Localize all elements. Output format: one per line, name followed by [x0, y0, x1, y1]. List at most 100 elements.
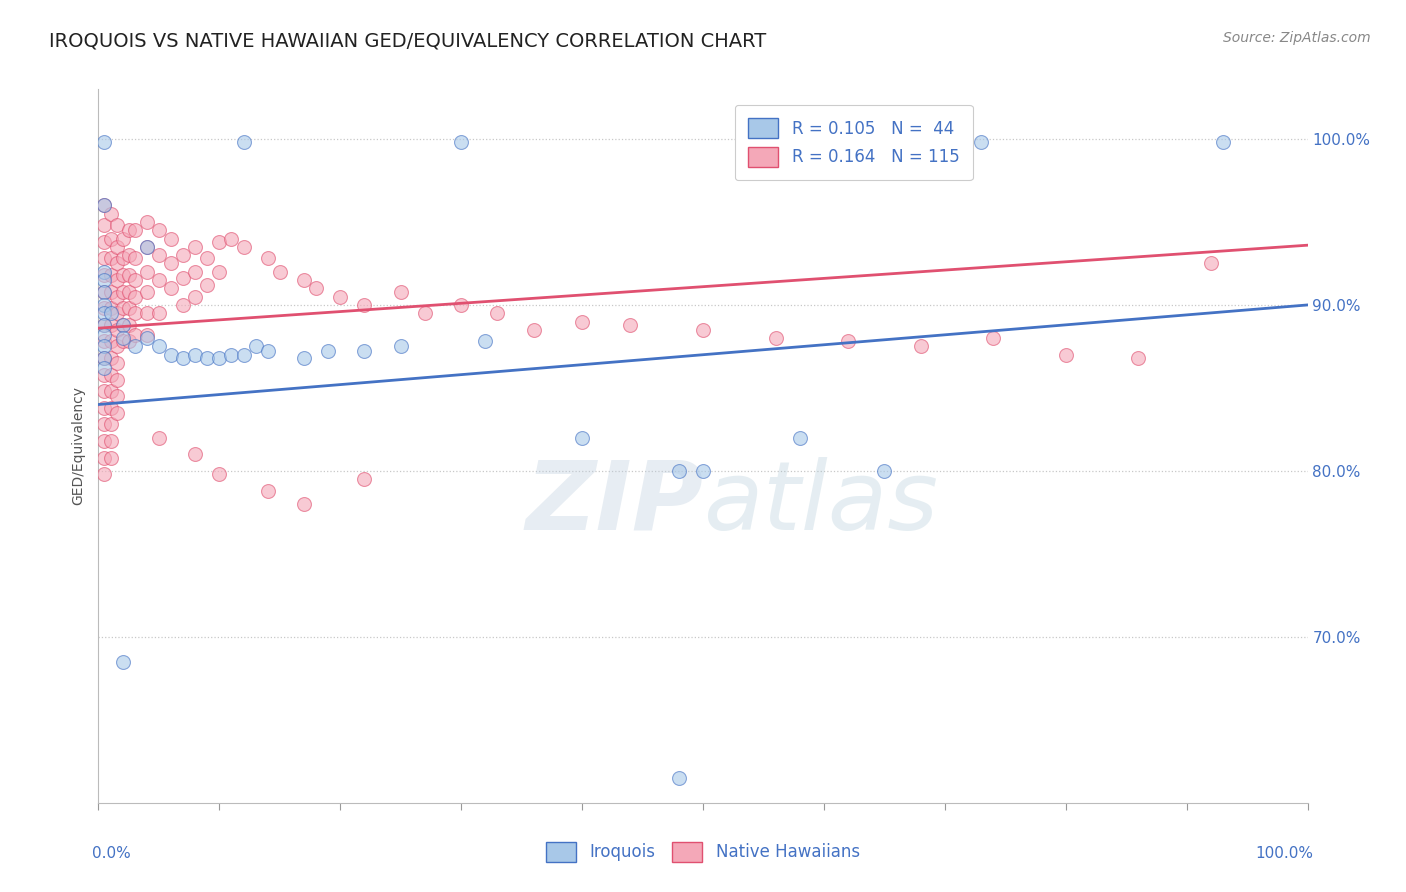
Point — [105, 339, 128, 353]
Point — [160, 231, 183, 245]
Point — [100, 268, 122, 282]
Point — [269, 265, 291, 279]
Point — [93, 318, 115, 332]
Point — [93, 273, 115, 287]
Point — [135, 215, 157, 229]
Point — [118, 318, 141, 332]
Point — [93, 219, 115, 233]
Point — [100, 231, 122, 245]
Point — [118, 268, 141, 282]
Point — [105, 406, 128, 420]
Point — [135, 331, 157, 345]
Point — [789, 431, 811, 445]
Point — [184, 265, 207, 279]
Point — [208, 265, 231, 279]
Point — [124, 339, 146, 353]
Point — [93, 434, 115, 448]
Point — [245, 339, 267, 353]
Point — [474, 334, 496, 349]
Point — [93, 298, 115, 312]
Point — [93, 327, 115, 342]
Point — [111, 655, 134, 669]
Point — [316, 344, 339, 359]
Point — [105, 256, 128, 270]
Point — [100, 401, 122, 415]
Point — [100, 384, 122, 399]
Point — [172, 248, 194, 262]
Point — [111, 252, 134, 266]
Point — [118, 248, 141, 262]
Point — [124, 306, 146, 320]
Point — [135, 240, 157, 254]
Legend: Iroquois, Native Hawaiians: Iroquois, Native Hawaiians — [538, 833, 868, 871]
Point — [184, 290, 207, 304]
Point — [305, 281, 328, 295]
Point — [100, 252, 122, 266]
Point — [100, 301, 122, 316]
Point — [93, 361, 115, 376]
Point — [221, 348, 243, 362]
Point — [148, 273, 170, 287]
Point — [105, 323, 128, 337]
Point — [93, 235, 115, 249]
Point — [571, 431, 593, 445]
Point — [111, 334, 134, 349]
Point — [692, 323, 714, 337]
Point — [105, 306, 128, 320]
Point — [208, 351, 231, 365]
Point — [105, 373, 128, 387]
Point — [619, 318, 641, 332]
Point — [765, 331, 787, 345]
Point — [195, 278, 218, 293]
Point — [100, 351, 122, 365]
Point — [292, 351, 315, 365]
Point — [124, 290, 146, 304]
Point — [111, 331, 134, 345]
Point — [135, 327, 157, 342]
Point — [111, 318, 134, 332]
Text: IROQUOIS VS NATIVE HAWAIIAN GED/EQUIVALENCY CORRELATION CHART: IROQUOIS VS NATIVE HAWAIIAN GED/EQUIVALE… — [49, 31, 766, 50]
Point — [93, 450, 115, 465]
Point — [124, 223, 146, 237]
Point — [668, 464, 690, 478]
Point — [1128, 351, 1150, 365]
Point — [100, 434, 122, 448]
Point — [124, 252, 146, 266]
Point — [93, 198, 115, 212]
Point — [195, 252, 218, 266]
Point — [208, 467, 231, 482]
Point — [105, 356, 128, 370]
Point — [100, 368, 122, 382]
Point — [135, 265, 157, 279]
Point — [100, 417, 122, 432]
Point — [232, 240, 254, 254]
Point — [100, 334, 122, 349]
Point — [118, 223, 141, 237]
Point — [172, 271, 194, 285]
Point — [1199, 256, 1222, 270]
Point — [100, 318, 122, 332]
Point — [389, 285, 412, 299]
Point — [93, 339, 115, 353]
Point — [208, 235, 231, 249]
Point — [172, 298, 194, 312]
Point — [160, 281, 183, 295]
Point — [135, 240, 157, 254]
Text: 100.0%: 100.0% — [1256, 846, 1313, 861]
Point — [668, 771, 690, 785]
Point — [93, 285, 115, 299]
Point — [93, 351, 115, 365]
Point — [105, 273, 128, 287]
Point — [184, 348, 207, 362]
Point — [692, 464, 714, 478]
Text: 0.0%: 0.0% — [93, 846, 131, 861]
Point — [111, 268, 134, 282]
Point — [93, 318, 115, 332]
Point — [148, 431, 170, 445]
Point — [184, 240, 207, 254]
Point — [93, 351, 115, 365]
Point — [100, 450, 122, 465]
Point — [195, 351, 218, 365]
Point — [160, 348, 183, 362]
Point — [353, 472, 375, 486]
